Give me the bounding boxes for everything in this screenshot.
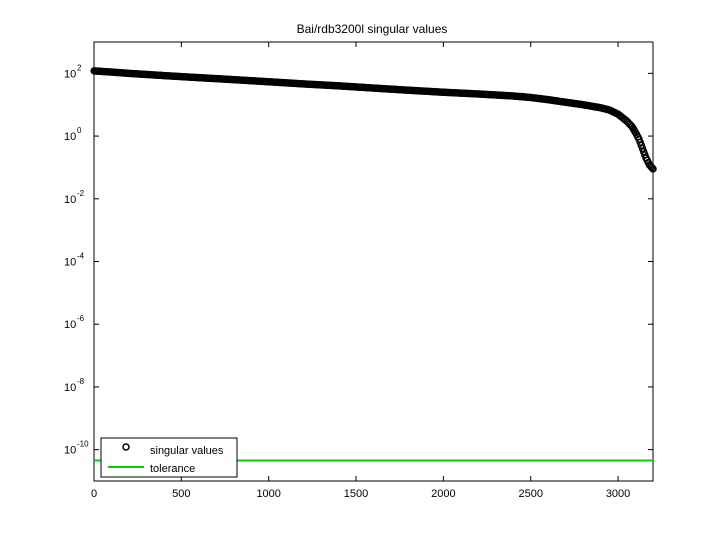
series-layer <box>90 67 657 462</box>
chart-title: Bai/rdb3200l singular values <box>297 22 448 36</box>
x-tick-label: 0 <box>91 488 97 500</box>
y-tick-label-exponent: -8 <box>77 377 85 386</box>
y-tick-label-exponent: -2 <box>77 189 85 198</box>
plot-area: 0 500 1000 1500 2000 2500 3000 10210010-210-41… <box>64 41 657 500</box>
y-tick-label-base: 10 <box>64 382 76 394</box>
x-axis-ticks: 0 500 1000 1500 2000 2500 3000 <box>91 42 630 500</box>
y-tick-label-exponent: -6 <box>77 314 85 323</box>
y-tick-label-base: 10 <box>64 257 76 269</box>
y-tick-label-exponent: 2 <box>77 63 82 72</box>
y-tick-label-base: 10 <box>64 445 76 457</box>
x-tick-label: 1000 <box>256 488 280 500</box>
legend-marker-singular-values <box>122 443 130 451</box>
y-tick-label-base: 10 <box>64 319 76 331</box>
x-tick-label: 1500 <box>344 488 368 500</box>
x-tick-label: 3000 <box>606 488 630 500</box>
singular-values-markers <box>90 67 657 173</box>
legend-label-tolerance: tolerance <box>150 463 195 475</box>
y-tick-label-base: 10 <box>64 68 76 80</box>
x-tick-label: 500 <box>172 488 190 500</box>
y-tick-label-exponent: -10 <box>77 440 89 449</box>
singular-value-point <box>649 165 657 173</box>
y-tick-label-base: 10 <box>64 194 76 206</box>
singular-value-point <box>648 163 656 172</box>
legend-label-singular-values: singular values <box>150 445 224 457</box>
y-tick-label-exponent: -4 <box>77 252 85 261</box>
x-tick-label: 2500 <box>518 488 542 500</box>
x-tick-label: 2000 <box>431 488 455 500</box>
y-tick-label-exponent: 0 <box>77 126 82 135</box>
y-tick-label-base: 10 <box>64 131 76 143</box>
legend: singular values tolerance <box>100 437 238 478</box>
